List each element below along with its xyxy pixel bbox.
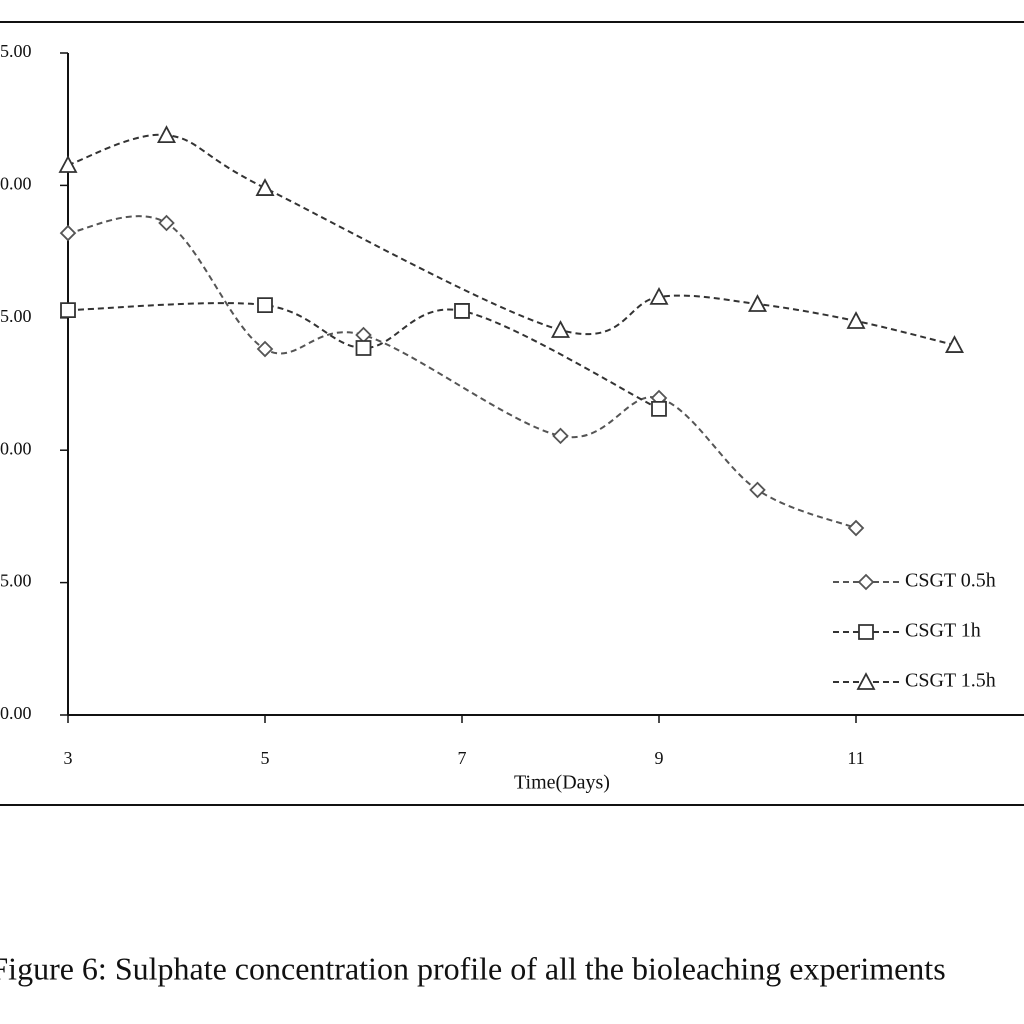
data-point [255,178,275,196]
y-tick-label: 0.00 [0,703,32,723]
series-line [67,133,955,347]
caption: Figure 6: Sulphate concentration profile… [0,950,946,986]
x-tick-label: 9 [655,748,664,768]
y-tick-label: 5.00 [0,41,32,61]
y-tick-label: 0.00 [0,438,32,458]
data-point [158,214,175,232]
data-point [157,125,176,143]
data-point [551,320,570,338]
data-point [651,400,667,417]
x-tick-label: 3 [64,748,73,768]
data-point [355,326,372,344]
legend-marker [857,573,875,591]
legend-label: CSGT 1.5h [905,670,996,692]
legend-marker [856,672,876,690]
data-point [945,335,964,353]
y-tick-label: 0.00 [0,174,32,194]
y-tick-label: 5.00 [0,306,32,326]
x-axis-label: Time(Days) [514,772,610,794]
data-point [257,297,273,313]
data-point [748,294,767,312]
legend-marker [858,624,874,640]
data-point [847,519,865,537]
data-point [454,303,470,319]
legend-label: CSGT 0.5h [905,570,996,592]
data-point [552,427,569,445]
data-point [60,302,76,319]
x-tick-label: 7 [458,748,467,768]
data-point [749,481,766,499]
legend-label: CSGT 1h [905,620,981,642]
data-point [58,155,78,173]
x-tick-label: 11 [847,748,864,768]
series-line [67,302,660,410]
data-point [256,340,274,358]
data-point [846,311,866,329]
data-point [59,224,77,242]
series-line [67,215,857,529]
data-point [649,286,669,305]
data-point [355,340,372,356]
frame [0,21,1024,806]
y-tick-label: 5.00 [0,571,32,591]
x-tick-label: 5 [261,748,270,768]
